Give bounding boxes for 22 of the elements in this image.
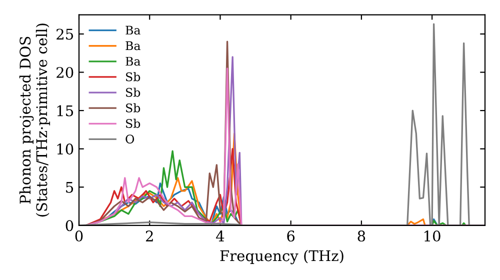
y-tick-label: 10 xyxy=(57,144,74,155)
y-axis-title: Phonon projected DOS (States/THz·primitive cell) xyxy=(19,24,50,217)
y-tick-label: 5 xyxy=(66,182,74,193)
legend-label: O xyxy=(126,134,134,144)
x-tick-label: 4 xyxy=(216,230,224,242)
x-axis-title: Frequency (THz) xyxy=(220,250,344,264)
legend-label: Ba xyxy=(126,41,140,50)
legend-label: Ba xyxy=(126,26,140,35)
x-tick-label: 8 xyxy=(358,230,366,242)
legend-label: Sb xyxy=(126,72,140,82)
x-tick-label: 0 xyxy=(75,230,83,242)
y-tick-label: 15 xyxy=(57,105,74,116)
x-tick-label: 2 xyxy=(146,230,153,242)
y-tick-label: 25 xyxy=(56,28,74,40)
legend-label: Sb xyxy=(126,88,140,97)
legend-label: Sb xyxy=(126,118,140,128)
legend-label: Ba xyxy=(126,56,140,66)
x-tick-label: 10 xyxy=(424,230,440,242)
legend-label: Sb xyxy=(126,103,140,112)
y-tick-label: 20 xyxy=(56,66,74,78)
x-tick-label: 6 xyxy=(287,230,295,242)
y-tick-label: 0 xyxy=(66,220,74,232)
